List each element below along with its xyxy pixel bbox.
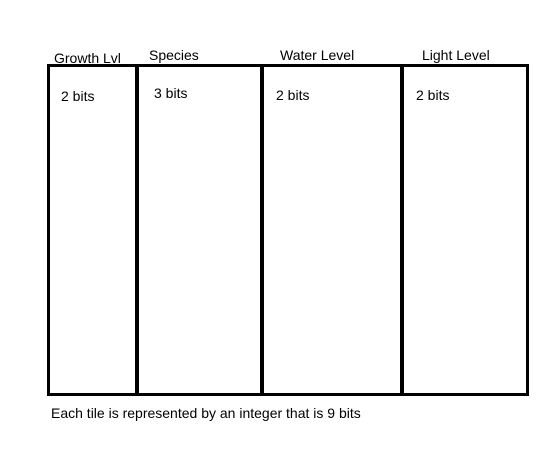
field-header-light-level: Light Level bbox=[422, 47, 490, 63]
column-divider bbox=[400, 64, 404, 396]
column-divider bbox=[135, 64, 139, 396]
field-size-species: 3 bits bbox=[154, 85, 188, 101]
column-divider bbox=[260, 64, 264, 396]
field-header-species: Species bbox=[149, 47, 199, 63]
field-size-growth-lvl: 2 bits bbox=[61, 88, 95, 104]
diagram-caption: Each tile is represented by an integer t… bbox=[51, 405, 361, 421]
tile-frame bbox=[47, 64, 529, 396]
field-size-light-level: 2 bits bbox=[416, 87, 450, 103]
field-header-growth-lvl: Growth Lvl bbox=[54, 50, 121, 66]
field-size-water-level: 2 bits bbox=[276, 87, 310, 103]
field-header-water-level: Water Level bbox=[280, 47, 355, 63]
